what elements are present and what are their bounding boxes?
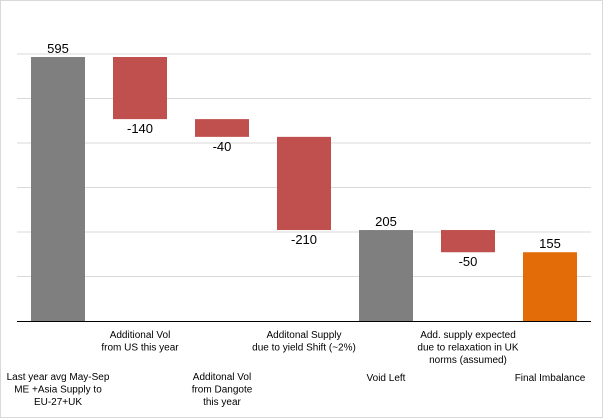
- data-label-3: -40: [213, 139, 232, 154]
- category-label-7: Final Imbalance: [515, 373, 586, 384]
- bar-3-decrease: [195, 119, 249, 137]
- data-labels: 595 -140 -40 -210 205 -50 155: [47, 41, 561, 269]
- category-label-5: Void Left: [367, 373, 406, 384]
- bar-2-decrease: [113, 57, 167, 120]
- category-label-4: Additonal Supply due to yield Shift (~2%): [252, 330, 356, 354]
- category-label-6: Add. supply expected due to relaxation in…: [417, 330, 519, 366]
- bar-4-decrease: [277, 136, 331, 231]
- data-label-7: 155: [539, 236, 561, 251]
- data-label-4: -210: [291, 232, 317, 247]
- bar-1-total: [31, 57, 85, 321]
- category-label-2: Additional Vol from US this year: [101, 330, 179, 354]
- bars: [31, 57, 577, 321]
- bar-7-total: [523, 252, 577, 321]
- bar-5-total: [359, 230, 413, 321]
- category-labels: Last year avg May-Sep ME +Asia Supply to E…: [7, 330, 586, 408]
- bar-6-decrease: [441, 230, 495, 253]
- data-label-5: 205: [375, 214, 397, 229]
- data-label-6: -50: [459, 254, 478, 269]
- data-label-2: -140: [127, 121, 153, 136]
- data-label-1: 595: [47, 41, 69, 56]
- category-label-3: Additonal Vol from Dangote this year: [192, 372, 253, 408]
- category-label-1: Last year avg May-Sep ME +Asia Supply to E…: [7, 372, 110, 408]
